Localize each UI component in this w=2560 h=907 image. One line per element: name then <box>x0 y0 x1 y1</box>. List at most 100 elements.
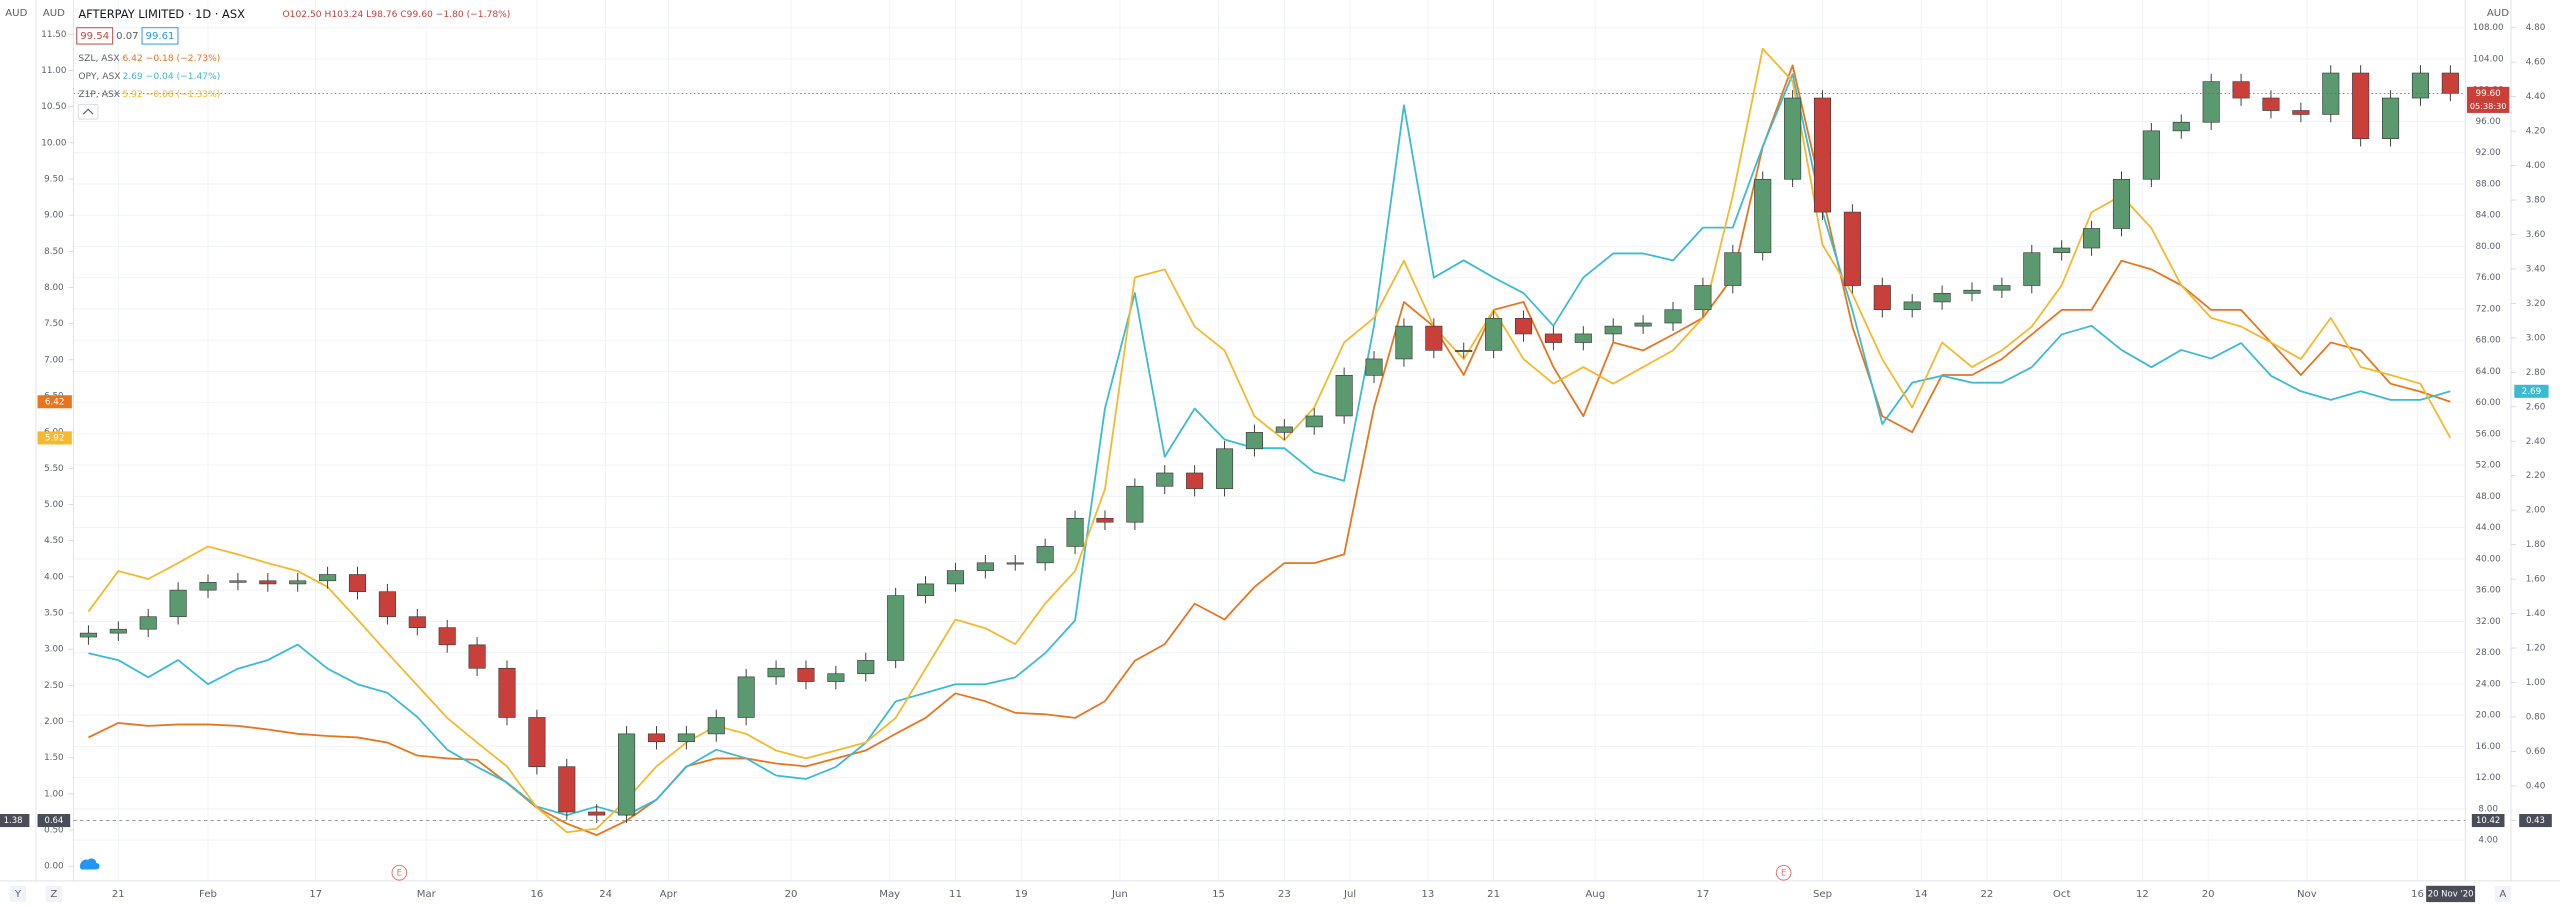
y3-tick-label: 3.40 <box>2526 264 2546 274</box>
y3-tick-label: 3.80 <box>2526 196 2546 206</box>
candle-body <box>2352 72 2370 139</box>
y-tick-label: 28.00 <box>2476 648 2502 658</box>
y3-tick-label: 1.20 <box>2526 644 2546 654</box>
y3-tick-label: 2.60 <box>2526 402 2546 412</box>
candle-body <box>2441 72 2459 94</box>
legend-name[interactable]: OPY, ASX <box>78 72 120 82</box>
y-tick-label: 32.00 <box>2476 617 2502 627</box>
legend-name[interactable]: Z1P, ASX <box>78 90 120 100</box>
toolbar-button[interactable] <box>45 885 63 903</box>
x-tick-label: May <box>879 889 900 900</box>
candle-body <box>946 570 965 585</box>
candle-body <box>1933 292 1951 303</box>
y2-tick-label: 3.50 <box>44 609 64 619</box>
candle-body <box>1126 485 1144 523</box>
candle-body <box>558 766 576 813</box>
legend-value: 6.42 −0.18 (−2.73%) <box>122 54 220 64</box>
event-label: E <box>397 868 402 878</box>
bid-price: 99.54 <box>80 31 109 42</box>
y2-tick-label: 2.50 <box>44 681 64 691</box>
plot <box>73 47 2466 837</box>
y3-tick-label: 3.60 <box>2526 230 2546 240</box>
candle-body <box>767 667 785 678</box>
candle-body <box>797 667 815 682</box>
x-tick-label: Nov <box>2297 889 2317 900</box>
candle-body <box>1455 350 1473 352</box>
candle-body <box>2411 72 2430 99</box>
ask-price: 99.61 <box>146 31 175 42</box>
candle-body <box>1963 289 1981 294</box>
currency-label: AUD <box>43 8 65 19</box>
y2-tick-label: 4.50 <box>44 536 64 546</box>
legend-name[interactable]: SZL, ASX <box>78 54 119 64</box>
event-label: E <box>1781 868 1786 878</box>
candle-body <box>2262 97 2280 111</box>
candle-body <box>438 627 456 646</box>
x-tick-label: Feb <box>199 889 217 900</box>
y2-tick-label: 5.50 <box>44 464 64 474</box>
crosshair-tag <box>0 814 30 828</box>
y3-tick-label: 4.80 <box>2526 23 2546 33</box>
event-marker[interactable] <box>391 864 408 881</box>
y3-tick-label: 4.60 <box>2526 58 2546 68</box>
y2-tick-label: 7.50 <box>44 319 64 329</box>
crosshair-tag <box>2471 814 2505 828</box>
candle-body <box>976 562 994 571</box>
toolbar-button[interactable] <box>9 885 27 903</box>
candle-body <box>1245 432 1263 450</box>
cloud-icon[interactable] <box>79 858 100 870</box>
candle-body <box>319 574 337 582</box>
x-tick-label: Sep <box>1813 889 1832 900</box>
x-tick-label: Apr <box>660 889 678 900</box>
candle-body <box>1305 415 1323 428</box>
y2-tick-label: 9.50 <box>44 174 64 184</box>
y-tick-label: 40.00 <box>2476 554 2502 564</box>
event-marker[interactable] <box>1775 864 1792 881</box>
x-tick-label: 20 <box>2202 889 2215 900</box>
y2-tick-label: 0.00 <box>44 862 64 872</box>
collapse-button[interactable] <box>77 103 99 120</box>
x-tick-label: Mar <box>417 889 437 900</box>
y-tick-label: 96.00 <box>2476 117 2502 127</box>
x-tick-label: Jun <box>1111 889 1128 900</box>
bid-box[interactable] <box>76 27 114 45</box>
x-tick-label: 20 <box>785 889 798 900</box>
candle-body <box>1365 358 1383 376</box>
candle-body <box>917 583 935 596</box>
candle-body <box>2172 121 2190 132</box>
x-tick-label: 17 <box>1696 889 1709 900</box>
candle-body <box>647 733 666 743</box>
series-line <box>88 64 2451 837</box>
ask-box[interactable] <box>141 27 179 45</box>
toolbar-button[interactable] <box>2494 885 2512 903</box>
y2-tick-label: 10.00 <box>41 138 67 148</box>
candle-body <box>677 733 695 743</box>
y-tick-label: 16.00 <box>2476 742 2502 752</box>
grid <box>73 0 2466 881</box>
candle-body <box>1843 211 1861 286</box>
y3-tick-label: 1.80 <box>2526 540 2546 550</box>
y3-tick-label: 2.20 <box>2526 471 2546 481</box>
candle-body <box>1724 252 1742 286</box>
candle-body <box>199 582 217 591</box>
candle-body <box>1395 325 1413 360</box>
y-tick-label: 60.00 <box>2476 398 2502 408</box>
candle-body <box>259 580 277 585</box>
candle-body <box>1813 97 1832 213</box>
y2-tick-label: 9.00 <box>44 211 64 221</box>
y3-tick-label: 0.60 <box>2526 747 2546 757</box>
candle-body <box>1604 325 1622 335</box>
x-tick-label: 21 <box>112 889 125 900</box>
axis-tag <box>37 431 72 445</box>
y2-tick-label: 0.50 <box>44 826 64 836</box>
currency-label: AUD <box>2487 8 2509 19</box>
y3-tick-label: 4.20 <box>2526 127 2546 137</box>
date-marker: 20 Nov '20 <box>2428 888 2474 898</box>
y-tick-label: 56.00 <box>2476 429 2502 439</box>
candle-body <box>79 632 97 638</box>
candle-body <box>2112 178 2131 229</box>
countdown: 05:38:30 <box>2470 101 2507 111</box>
y2-tick-label: 7.00 <box>44 355 64 365</box>
candle-body <box>1574 333 1592 343</box>
crosshair-label: 10.42 <box>2476 815 2500 825</box>
